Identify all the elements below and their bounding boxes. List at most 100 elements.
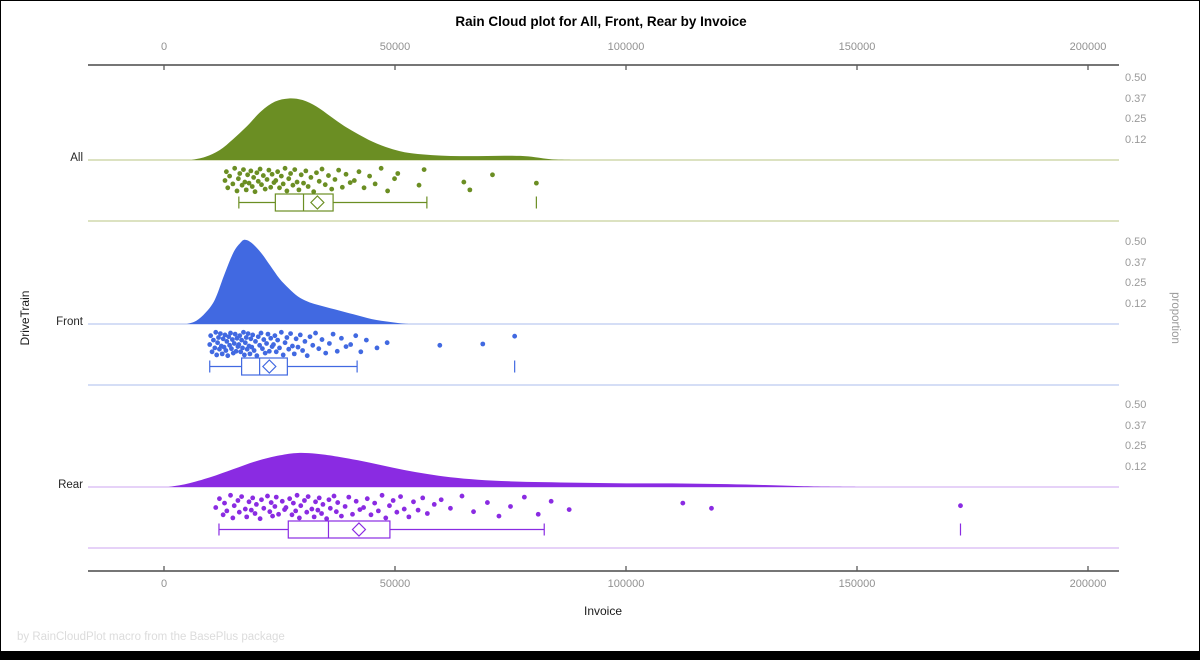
rain-point <box>254 170 260 176</box>
rain-point <box>356 169 362 175</box>
rain-point <box>279 498 285 504</box>
rain-point <box>327 505 333 511</box>
rain-point <box>332 177 338 182</box>
rain-point <box>273 349 279 355</box>
rain-point <box>257 516 263 522</box>
rain-point <box>208 333 214 339</box>
rain-point <box>294 492 300 498</box>
rain-point <box>268 500 274 505</box>
x-tick-label: 200000 <box>1069 578 1107 590</box>
rain-point <box>250 332 256 338</box>
rain-point <box>282 340 288 346</box>
rain-point <box>358 349 364 355</box>
rain-point <box>302 498 307 503</box>
rain-point <box>280 352 286 358</box>
rain-point <box>237 171 243 176</box>
rain-point <box>252 511 258 516</box>
rain-point <box>214 352 220 358</box>
rain-point <box>229 346 234 352</box>
rain-point <box>421 167 427 173</box>
rain-point <box>242 506 248 512</box>
rain-point <box>254 353 260 359</box>
rain-point <box>247 351 253 357</box>
rain-point <box>431 502 437 507</box>
rain-point <box>343 171 349 177</box>
rain-point <box>262 350 268 356</box>
rain-point <box>294 179 300 185</box>
rain-point <box>342 504 348 509</box>
rain-point <box>264 177 270 182</box>
rain-point <box>255 178 261 184</box>
rain-point <box>508 504 513 509</box>
rain-point <box>316 346 322 352</box>
rain-point <box>295 344 301 350</box>
rain-point <box>278 329 284 335</box>
rain-point <box>271 342 276 347</box>
proportion-tick-label: 0.12 <box>1125 133 1147 146</box>
rain-point <box>284 335 290 340</box>
rain-point <box>265 331 271 337</box>
rain-point <box>305 184 311 189</box>
rain-point <box>238 349 244 355</box>
rain-point <box>226 334 232 340</box>
rain-point <box>231 503 237 509</box>
rain-point <box>471 509 476 515</box>
rain-point <box>290 343 295 349</box>
rain-point <box>333 509 339 515</box>
rain-point <box>416 182 422 188</box>
rain-points-rear <box>213 492 963 522</box>
rain-point <box>535 511 541 517</box>
rain-point <box>320 502 326 507</box>
rain-point <box>348 342 354 347</box>
rain-point <box>245 172 251 178</box>
rain-point <box>461 179 467 185</box>
rain-points-front <box>207 329 518 359</box>
rain-point <box>533 180 539 186</box>
rain-point <box>257 342 263 348</box>
rain-point <box>268 335 274 341</box>
rain-point <box>261 505 267 511</box>
y-axis-label: DriveTrain <box>18 290 32 346</box>
x2-tick-label: 50000 <box>379 41 411 53</box>
category-label-rear: Rear <box>58 479 83 491</box>
rain-point <box>277 185 282 191</box>
rain-point <box>353 498 359 504</box>
box-rear <box>287 520 391 539</box>
rain-point <box>261 337 267 342</box>
rain-point <box>309 506 315 512</box>
rain-point <box>251 348 257 353</box>
rain-point <box>239 337 245 343</box>
rain-point <box>394 509 400 515</box>
rain-point <box>330 331 336 337</box>
rain-point <box>286 176 292 182</box>
rain-point <box>680 500 686 506</box>
rain-point <box>234 188 240 194</box>
rain-point <box>283 505 289 510</box>
rain-point <box>244 514 250 520</box>
rain-point <box>273 494 279 500</box>
rain-point <box>249 184 255 189</box>
rain-point <box>310 342 316 348</box>
rain-point <box>437 342 443 348</box>
rain-point <box>379 492 385 498</box>
rain-point <box>387 503 392 509</box>
rain-point <box>255 334 261 340</box>
rain-point <box>259 182 264 188</box>
rain-point <box>329 186 335 192</box>
rain-point <box>267 509 273 515</box>
rain-point <box>222 332 228 338</box>
rain-point <box>316 178 322 184</box>
rain-point <box>351 178 357 183</box>
rain-point <box>292 167 298 173</box>
x2-tick-label: 0 <box>160 41 168 53</box>
rain-point <box>326 341 332 346</box>
rain-point <box>331 493 337 499</box>
rain-point <box>266 167 272 173</box>
rain-point <box>290 182 296 188</box>
rain-point <box>521 494 527 500</box>
rain-point <box>288 331 293 336</box>
proportion-tick-label: 0.25 <box>1125 439 1147 452</box>
proportion-tick-label: 0.50 <box>1125 72 1147 84</box>
rain-point <box>275 337 281 343</box>
